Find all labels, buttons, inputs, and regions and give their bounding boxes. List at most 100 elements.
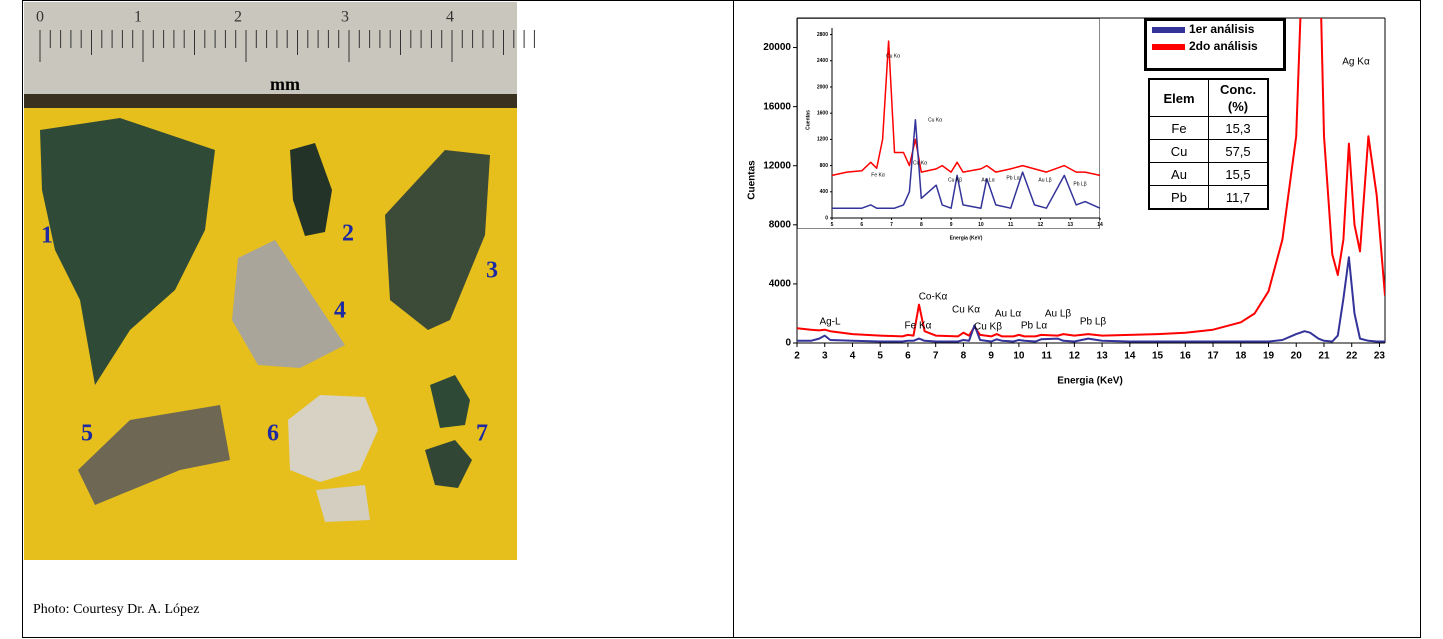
- photo-caption: Photo: Courtesy Dr. A. López: [33, 602, 199, 617]
- x-tick-label: 8: [920, 222, 923, 228]
- peak-label: Co-Kα: [919, 292, 948, 303]
- x-tick-label: 6: [860, 222, 863, 228]
- x-tick-label: 21: [1318, 351, 1330, 362]
- x-tick-label: 10: [1013, 351, 1025, 362]
- table-row: Cu 57,5: [1148, 139, 1269, 163]
- table-cell: 15,5: [1208, 162, 1269, 186]
- ruler-number: 0: [36, 9, 44, 26]
- peak-label: Pb Lα: [1006, 175, 1019, 181]
- x-tick-label: 7: [933, 351, 939, 362]
- x-tick-label: 23: [1374, 351, 1386, 362]
- y-tick-label: 0: [785, 338, 791, 349]
- x-tick-label: 15: [1152, 351, 1164, 362]
- table-cell: Fe: [1148, 116, 1209, 140]
- y-tick-label: 400: [820, 189, 829, 195]
- x-tick-label: 11: [1041, 351, 1052, 362]
- peak-label: Cu Kβ: [948, 177, 962, 183]
- x-tick-label: 2: [794, 351, 800, 362]
- x-tick-label: 6: [905, 351, 911, 362]
- ruler-number: 2: [234, 9, 242, 26]
- peak-label: Au Lβ: [1038, 177, 1051, 183]
- x-tick-label: 12: [1069, 351, 1081, 362]
- table-cell: 11,7: [1208, 185, 1269, 210]
- series-line: [832, 118, 1101, 209]
- x-tick-label: 5: [877, 351, 883, 362]
- ruler-number: 3: [341, 9, 349, 26]
- x-tick-label: 22: [1346, 351, 1358, 362]
- peak-label: Au Lα: [981, 177, 994, 183]
- ruler-number: 4: [446, 9, 454, 26]
- table-header: Elem: [1148, 78, 1209, 117]
- x-tick-label: 16: [1180, 351, 1192, 362]
- peak-label: Au Lα: [995, 309, 1022, 320]
- x-axis-label: Energia (KeV): [950, 235, 983, 241]
- x-tick-label: 9: [950, 222, 953, 228]
- y-tick-label: 1600: [817, 111, 828, 117]
- x-tick-label: 14: [1097, 222, 1103, 228]
- peak-label: Fe Kα: [905, 321, 932, 332]
- y-tick-label: 16000: [763, 101, 791, 112]
- series-line: [797, 18, 1385, 338]
- sample-label: 6: [267, 421, 279, 447]
- series-line: [797, 256, 1385, 343]
- x-tick-label: 14: [1124, 351, 1136, 362]
- x-tick-label: 7: [890, 222, 893, 228]
- legend-label: 1er análisis: [1189, 22, 1255, 36]
- y-axis-label: Cuentas: [747, 160, 758, 200]
- y-tick-label: 0: [825, 215, 828, 221]
- peak-label: Cu Kα: [952, 305, 980, 316]
- y-tick-label: 2000: [817, 84, 828, 90]
- ruler-number: 1: [134, 9, 142, 26]
- table-row: Pb 11,7: [1148, 185, 1269, 210]
- peak-label: Cu Kα: [928, 117, 942, 123]
- x-tick-label: 12: [1038, 222, 1044, 228]
- peak-label: Cu Kβ: [974, 322, 1002, 333]
- x-tick-label: 13: [1097, 351, 1109, 362]
- y-tick-label: 4000: [769, 279, 792, 290]
- legend-label: 2do análisis: [1189, 39, 1258, 53]
- y-tick-label: 2800: [817, 32, 828, 38]
- x-tick-label: 18: [1235, 351, 1247, 362]
- y-tick-label: 2400: [817, 58, 828, 64]
- peak-label: Au Lβ: [1045, 309, 1072, 320]
- x-tick-label: 4: [850, 351, 856, 362]
- x-tick-label: 9: [988, 351, 994, 362]
- y-axis-label: Cuentas: [805, 110, 811, 130]
- series-line: [831, 40, 1101, 177]
- peak-label: Ag-L: [819, 317, 841, 328]
- table-cell: Cu: [1148, 139, 1209, 163]
- x-tick-label: 17: [1207, 351, 1219, 362]
- peak-label: Pb Lβ: [1080, 317, 1107, 328]
- table-border: [22, 0, 1421, 638]
- y-tick-label: 20000: [763, 42, 791, 53]
- table-cell: 57,5: [1208, 139, 1269, 163]
- x-tick-label: 11: [1008, 222, 1014, 228]
- table-header-row: Elem Conc. (%): [1148, 78, 1269, 117]
- peak-label: Ag Kα: [1342, 57, 1370, 68]
- peak-label: Fe Kα: [871, 172, 885, 178]
- table-row: Fe 15,3: [1148, 116, 1269, 140]
- x-axis-label: Energia (KeV): [1057, 376, 1123, 387]
- concentration-table: Elem Conc. (%) Fe 15,3 Cu 57,5 Au 15,5 Pb 11,7: [1148, 78, 1269, 210]
- peak-label: Pb Lα: [1021, 321, 1048, 332]
- sample-label: 4: [334, 298, 346, 324]
- table-row: Au 15,5: [1148, 162, 1269, 186]
- peak-label: Cu Kα: [886, 53, 900, 59]
- inset-frame: [797, 18, 1100, 229]
- peak-label: Co Kα: [913, 160, 927, 166]
- x-tick-label: 20: [1291, 351, 1303, 362]
- sample-label: 3: [486, 258, 498, 284]
- photo: [24, 2, 535, 560]
- x-tick-label: 10: [978, 222, 984, 228]
- y-tick-label: 800: [820, 163, 829, 169]
- sample-label: 5: [81, 421, 93, 447]
- x-tick-label: 8: [961, 351, 967, 362]
- x-tick-label: 19: [1263, 351, 1275, 362]
- y-tick-label: 8000: [769, 219, 792, 230]
- x-tick-label: 5: [831, 222, 834, 228]
- sample-label: 2: [342, 221, 354, 247]
- table-header: Conc. (%): [1208, 78, 1269, 117]
- ruler-unit: mm: [270, 74, 300, 94]
